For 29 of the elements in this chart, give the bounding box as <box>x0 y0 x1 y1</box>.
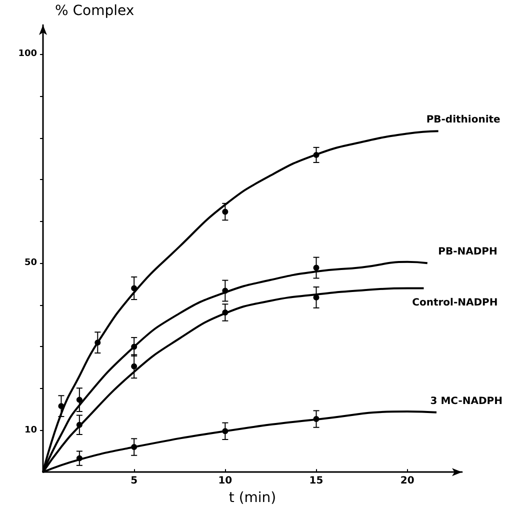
point <box>222 288 228 294</box>
point <box>76 396 82 403</box>
series-label: PB-NADPH <box>438 246 498 258</box>
x-tick-label: 10 <box>218 476 232 487</box>
point <box>131 285 138 292</box>
x-tick-label: 20 <box>400 476 414 487</box>
x-tick-label: 5 <box>130 476 138 487</box>
point <box>94 340 101 346</box>
point <box>222 309 228 316</box>
y-tick-label: 50 <box>24 258 37 268</box>
x-axis-title: t (min) <box>228 490 276 506</box>
point <box>58 403 64 410</box>
point <box>222 428 228 434</box>
y-tick-label: 10 <box>24 425 37 436</box>
y-axis-title: % Complex <box>55 3 134 19</box>
point <box>313 152 320 158</box>
x-tick-label: 15 <box>309 476 324 487</box>
series-label: Control-NADPH <box>412 298 498 309</box>
series-label: PB-dithionite <box>426 114 501 126</box>
point <box>131 363 138 370</box>
point <box>131 344 138 350</box>
y-tick-label: 100 <box>18 49 37 60</box>
point <box>313 264 320 271</box>
point <box>76 422 82 428</box>
point <box>76 455 82 462</box>
series-label: 3 MC-NADPH <box>430 396 502 407</box>
point <box>313 416 320 422</box>
point <box>222 208 228 215</box>
point <box>131 444 138 450</box>
